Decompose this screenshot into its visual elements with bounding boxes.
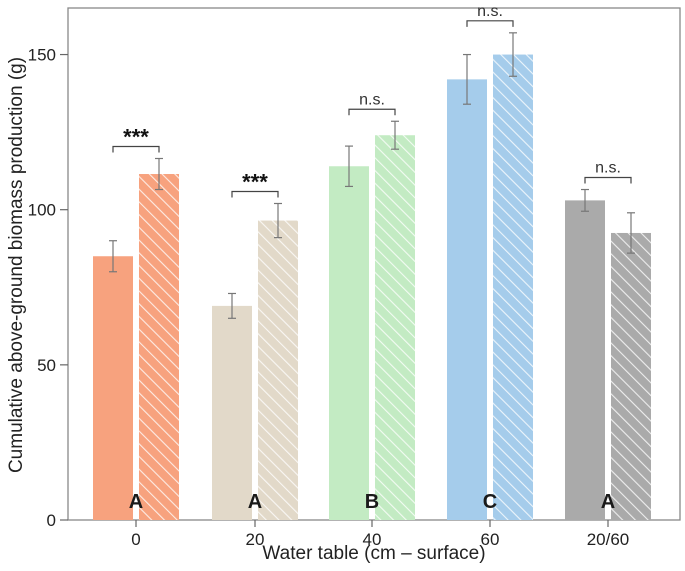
y-axis-ticks: 0 50 100 150 — [28, 46, 68, 530]
x-axis-title: Water table (cm – surface) — [262, 543, 485, 564]
bar-solid — [93, 256, 133, 520]
x-tick-label: 0 — [131, 530, 140, 549]
significance-bracket — [112, 145, 160, 153]
bar-hatched — [611, 232, 651, 520]
bar-hatched — [139, 174, 179, 520]
bar-solid — [447, 79, 487, 521]
significance-annotations: A *** A *** Bn.s. Cn.s. An.s. — [112, 3, 632, 513]
bar-solid — [329, 166, 369, 520]
plot-frame — [67, 7, 681, 521]
y-tick-label: 100 — [28, 201, 56, 220]
x-tick-label: 20 — [246, 530, 265, 549]
group-letter: A — [601, 491, 615, 513]
y-tick-label: 0 — [47, 511, 56, 530]
significance-label: n.s. — [359, 91, 385, 108]
group-letter: A — [129, 491, 143, 513]
x-axis-ticks: 0 20 40 60 20/60 — [131, 520, 629, 549]
x-tick-label: 60 — [481, 530, 500, 549]
group-letter: B — [365, 491, 379, 513]
significance-bracket — [584, 176, 632, 184]
significance-bracket — [348, 108, 396, 116]
group-letter: C — [483, 491, 497, 513]
bar-hatched — [493, 54, 533, 520]
significance-label: n.s. — [477, 3, 503, 20]
significance-label: *** — [123, 124, 149, 149]
x-tick-label: 40 — [363, 530, 382, 549]
bar-hatched — [258, 220, 298, 521]
group-letter: A — [248, 491, 262, 513]
significance-label: *** — [242, 169, 268, 194]
y-axis-title: Cumulative above-ground biomass producti… — [6, 57, 27, 473]
y-tick-label: 50 — [37, 356, 56, 375]
significance-bracket — [231, 190, 279, 198]
bar-solid — [565, 200, 605, 520]
bar-solid — [212, 305, 252, 520]
significance-label: n.s. — [595, 160, 621, 177]
bar-hatched — [375, 135, 415, 520]
bar-marks — [93, 32, 651, 521]
x-tick-label: 20/60 — [587, 530, 630, 549]
significance-bracket — [466, 20, 514, 27]
y-tick-label: 150 — [28, 46, 56, 65]
